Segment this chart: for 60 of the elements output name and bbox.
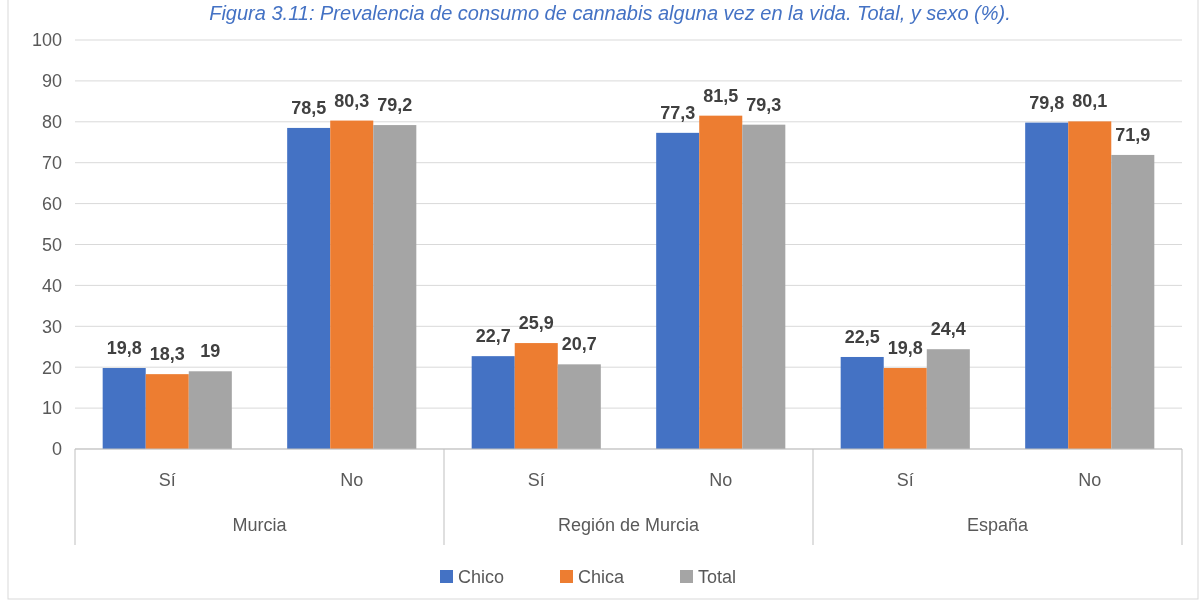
x-tick-label: Sí: [527, 470, 545, 491]
bar: [373, 125, 417, 449]
data-label: 25,9: [518, 313, 554, 334]
y-tick-label: 100: [31, 30, 62, 51]
bar: [557, 364, 601, 449]
bar: [471, 356, 515, 449]
bar: [656, 132, 700, 449]
data-label: 77,3: [660, 102, 696, 123]
y-tick-label: 20: [41, 357, 62, 378]
y-tick-label: 0: [51, 439, 62, 460]
x-tick-label: No: [340, 470, 364, 491]
y-tick-label: 50: [41, 234, 62, 255]
bar: [742, 124, 786, 449]
x-tick-label: Sí: [896, 470, 914, 491]
data-label: 22,5: [844, 326, 880, 347]
data-label: 24,4: [930, 319, 966, 340]
data-label: 22,7: [475, 326, 511, 347]
text: Murcia: [232, 515, 288, 536]
x-tick-label: No: [709, 470, 733, 491]
data-label: 79,8: [1029, 92, 1065, 113]
data-label: 79,2: [377, 95, 413, 116]
bar: [330, 120, 374, 449]
data-label: 18,3: [149, 344, 185, 365]
text: Región de Murcia: [557, 515, 701, 536]
x-tick-label: Sí: [158, 470, 176, 491]
y-tick-label: 70: [41, 153, 62, 173]
bar: [840, 356, 884, 449]
bar: [145, 374, 189, 449]
y-tick-label: 10: [41, 398, 62, 419]
bar: [1068, 121, 1112, 449]
bar: [102, 368, 146, 449]
y-tick-label: 60: [41, 193, 62, 214]
data-label: 80,1: [1072, 91, 1108, 112]
data-label: 19,8: [106, 338, 142, 359]
bar: [699, 115, 743, 449]
y-tick-label: 80: [41, 112, 62, 133]
data-label: 19: [200, 341, 221, 362]
bar: [926, 349, 970, 449]
y-tick-label: 90: [41, 71, 62, 92]
bar: [1025, 122, 1069, 449]
legend-label: Chico: [458, 567, 505, 588]
bar: [1111, 154, 1155, 449]
data-label: 20,7: [561, 334, 597, 355]
bar: [883, 368, 927, 449]
data-label: 80,3: [334, 90, 370, 111]
y-tick-label: 40: [41, 275, 62, 296]
bar: [188, 371, 232, 449]
data-label: 78,5: [291, 97, 327, 118]
data-label: 81,5: [703, 85, 739, 106]
legend-label: Total: [698, 567, 737, 588]
data-label: 19,8: [887, 338, 923, 359]
bar: [514, 343, 558, 449]
data-label: 71,9: [1115, 124, 1151, 145]
data-label: 79,3: [746, 94, 782, 115]
y-tick-label: 30: [41, 316, 62, 337]
text: España: [966, 515, 1030, 536]
legend-label: Chica: [578, 567, 626, 588]
x-tick-label: No: [1078, 470, 1102, 491]
chart-title: Figura 3.11: Prevalencia de consumo de cannabis alguna vez en la vida. Total, y sexo (%).: [209, 2, 1011, 24]
bar: [287, 127, 331, 449]
